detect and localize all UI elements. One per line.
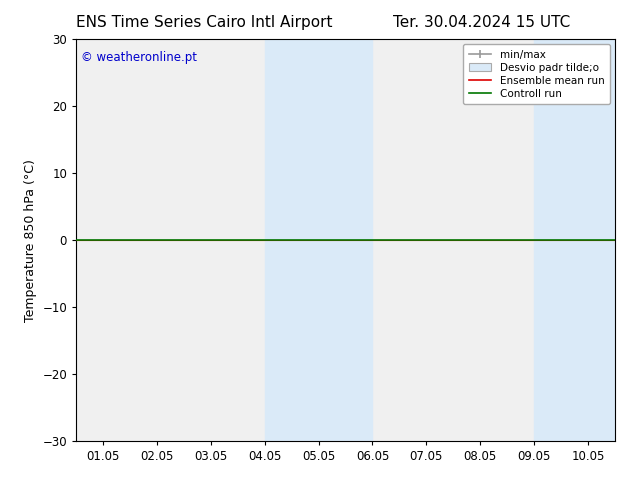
Y-axis label: Temperature 850 hPa (°C): Temperature 850 hPa (°C) (23, 159, 37, 321)
Bar (534, 39, 615, 441)
Text: © weatheronline.pt: © weatheronline.pt (81, 51, 197, 64)
Legend: min/max, Desvio padr tilde;o, Ensemble mean run, Controll run: min/max, Desvio padr tilde;o, Ensemble m… (463, 45, 610, 104)
Bar (265, 39, 373, 441)
Text: Ter. 30.04.2024 15 UTC: Ter. 30.04.2024 15 UTC (393, 15, 571, 30)
Text: ENS Time Series Cairo Intl Airport: ENS Time Series Cairo Intl Airport (76, 15, 333, 30)
